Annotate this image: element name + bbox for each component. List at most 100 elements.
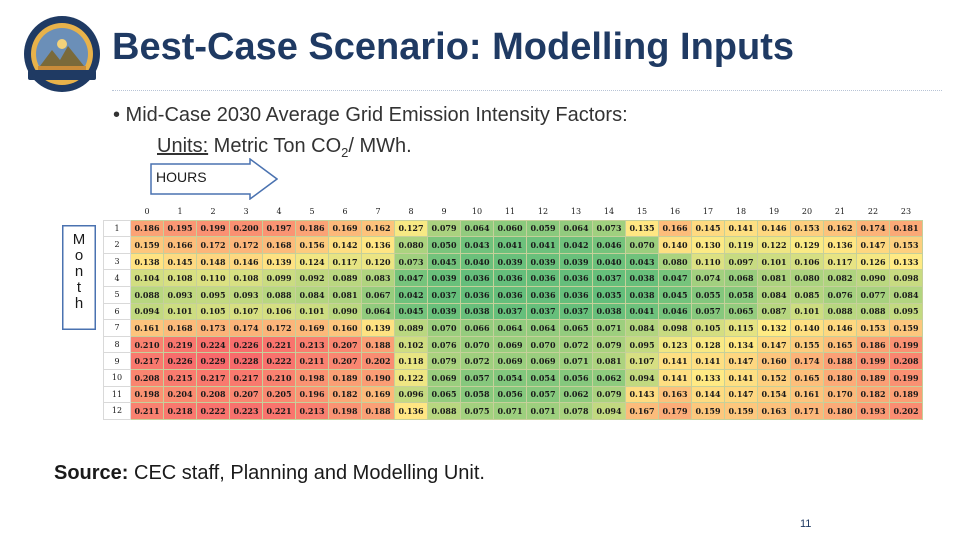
hour-header-cell: 8 xyxy=(394,204,428,221)
emission-value-cell: 0.136 xyxy=(823,236,857,254)
emission-value-cell: 0.153 xyxy=(790,219,824,238)
emission-value-cell: 0.202 xyxy=(889,402,923,420)
emission-value-cell: 0.129 xyxy=(790,236,824,254)
emission-value-cell: 0.059 xyxy=(526,219,560,238)
emission-value-cell: 0.228 xyxy=(229,352,263,370)
emission-value-cell: 0.148 xyxy=(196,252,230,271)
emission-value-cell: 0.039 xyxy=(526,252,560,271)
emission-value-cell: 0.071 xyxy=(526,402,560,420)
table-row: 5 0.088 0.093 0.095 0.093 0.088 0.084 0.081 0.06… xyxy=(103,285,923,304)
emission-value-cell: 0.172 xyxy=(262,319,296,337)
emission-value-cell: 0.195 xyxy=(163,219,197,238)
emission-value-cell: 0.105 xyxy=(196,302,230,321)
emission-value-cell: 0.045 xyxy=(658,285,692,304)
hour-header-cell: 2 xyxy=(196,204,230,221)
hour-header-cell: 13 xyxy=(559,204,593,221)
emission-value-cell: 0.040 xyxy=(592,252,626,271)
emission-value-cell: 0.095 xyxy=(196,285,230,304)
emission-value-cell: 0.136 xyxy=(361,236,395,254)
emission-value-cell: 0.056 xyxy=(559,368,593,387)
emission-value-cell: 0.080 xyxy=(658,252,692,271)
emission-value-cell: 0.147 xyxy=(724,385,758,404)
emission-value-cell: 0.117 xyxy=(328,252,362,271)
hour-header-cell: 6 xyxy=(328,204,362,221)
emission-value-cell: 0.213 xyxy=(295,402,329,420)
emission-value-cell: 0.134 xyxy=(724,335,758,354)
emission-value-cell: 0.079 xyxy=(592,385,626,404)
emission-value-cell: 0.088 xyxy=(262,285,296,304)
hour-header-cell: 0 xyxy=(130,204,164,221)
emission-value-cell: 0.162 xyxy=(823,219,857,238)
emission-value-cell: 0.118 xyxy=(394,352,428,370)
emission-value-cell: 0.170 xyxy=(823,385,857,404)
emission-value-cell: 0.198 xyxy=(130,385,164,404)
emission-value-cell: 0.166 xyxy=(658,219,692,238)
emission-value-cell: 0.159 xyxy=(724,402,758,420)
month-number-cell: 5 xyxy=(103,285,131,304)
emission-value-cell: 0.211 xyxy=(130,402,164,420)
emission-value-cell: 0.036 xyxy=(559,285,593,304)
emission-value-cell: 0.179 xyxy=(658,402,692,420)
emission-value-cell: 0.101 xyxy=(295,302,329,321)
emission-value-cell: 0.156 xyxy=(295,236,329,254)
emission-value-cell: 0.168 xyxy=(262,236,296,254)
emission-value-cell: 0.070 xyxy=(526,335,560,354)
emission-value-cell: 0.171 xyxy=(790,402,824,420)
month-number-cell: 8 xyxy=(103,335,131,354)
emission-value-cell: 0.076 xyxy=(823,285,857,304)
emission-value-cell: 0.073 xyxy=(592,219,626,238)
emission-value-cell: 0.046 xyxy=(592,236,626,254)
emission-value-cell: 0.190 xyxy=(361,368,395,387)
hour-header-cell: 7 xyxy=(361,204,395,221)
emission-value-cell: 0.132 xyxy=(757,319,791,337)
emission-value-cell: 0.107 xyxy=(229,302,263,321)
emission-value-cell: 0.174 xyxy=(229,319,263,337)
emission-value-cell: 0.072 xyxy=(559,335,593,354)
hour-header-cell: 16 xyxy=(658,204,692,221)
emission-value-cell: 0.221 xyxy=(262,335,296,354)
hour-header-cell: 3 xyxy=(229,204,263,221)
table-row: 2 0.159 0.166 0.172 0.172 0.168 0.156 0.142 0.13… xyxy=(103,236,923,254)
emission-value-cell: 0.084 xyxy=(295,285,329,304)
emission-value-cell: 0.066 xyxy=(460,319,494,337)
emission-value-cell: 0.038 xyxy=(625,269,659,287)
emission-value-cell: 0.069 xyxy=(493,352,527,370)
emission-value-cell: 0.143 xyxy=(625,385,659,404)
emission-value-cell: 0.074 xyxy=(691,269,725,287)
hour-header-cell: 9 xyxy=(427,204,461,221)
page-title: Best-Case Scenario: Modelling Inputs xyxy=(112,26,794,68)
emission-value-cell: 0.101 xyxy=(757,252,791,271)
emission-value-cell: 0.144 xyxy=(691,385,725,404)
emission-value-cell: 0.196 xyxy=(295,385,329,404)
emission-value-cell: 0.172 xyxy=(229,236,263,254)
table-row: 8 0.210 0.219 0.224 0.226 0.221 0.213 0.207 0.18… xyxy=(103,335,923,354)
emission-value-cell: 0.153 xyxy=(856,319,890,337)
emission-value-cell: 0.088 xyxy=(427,402,461,420)
emission-value-cell: 0.141 xyxy=(724,219,758,238)
emission-value-cell: 0.084 xyxy=(625,319,659,337)
emission-value-cell: 0.199 xyxy=(856,352,890,370)
emission-value-cell: 0.055 xyxy=(691,285,725,304)
emission-value-cell: 0.036 xyxy=(526,269,560,287)
hour-header-cell: 5 xyxy=(295,204,329,221)
hour-header-cell: 1 xyxy=(163,204,197,221)
emission-value-cell: 0.146 xyxy=(229,252,263,271)
emission-value-cell: 0.079 xyxy=(427,352,461,370)
emission-value-cell: 0.110 xyxy=(196,269,230,287)
emission-value-cell: 0.202 xyxy=(361,352,395,370)
hour-header-cell: 18 xyxy=(724,204,758,221)
emission-value-cell: 0.221 xyxy=(262,402,296,420)
month-number-cell: 3 xyxy=(103,252,131,271)
table-row: 11 0.198 0.204 0.208 0.207 0.205 0.196 0.182 0.1… xyxy=(103,385,923,404)
corner-cell xyxy=(103,204,131,221)
month-label-letter: M xyxy=(72,231,86,248)
emission-value-cell: 0.065 xyxy=(559,319,593,337)
emission-value-cell: 0.084 xyxy=(757,285,791,304)
month-number-cell: 7 xyxy=(103,319,131,337)
emission-value-cell: 0.050 xyxy=(427,236,461,254)
emission-value-cell: 0.054 xyxy=(526,368,560,387)
emission-value-cell: 0.146 xyxy=(823,319,857,337)
emission-value-cell: 0.146 xyxy=(757,219,791,238)
emission-value-cell: 0.071 xyxy=(559,352,593,370)
